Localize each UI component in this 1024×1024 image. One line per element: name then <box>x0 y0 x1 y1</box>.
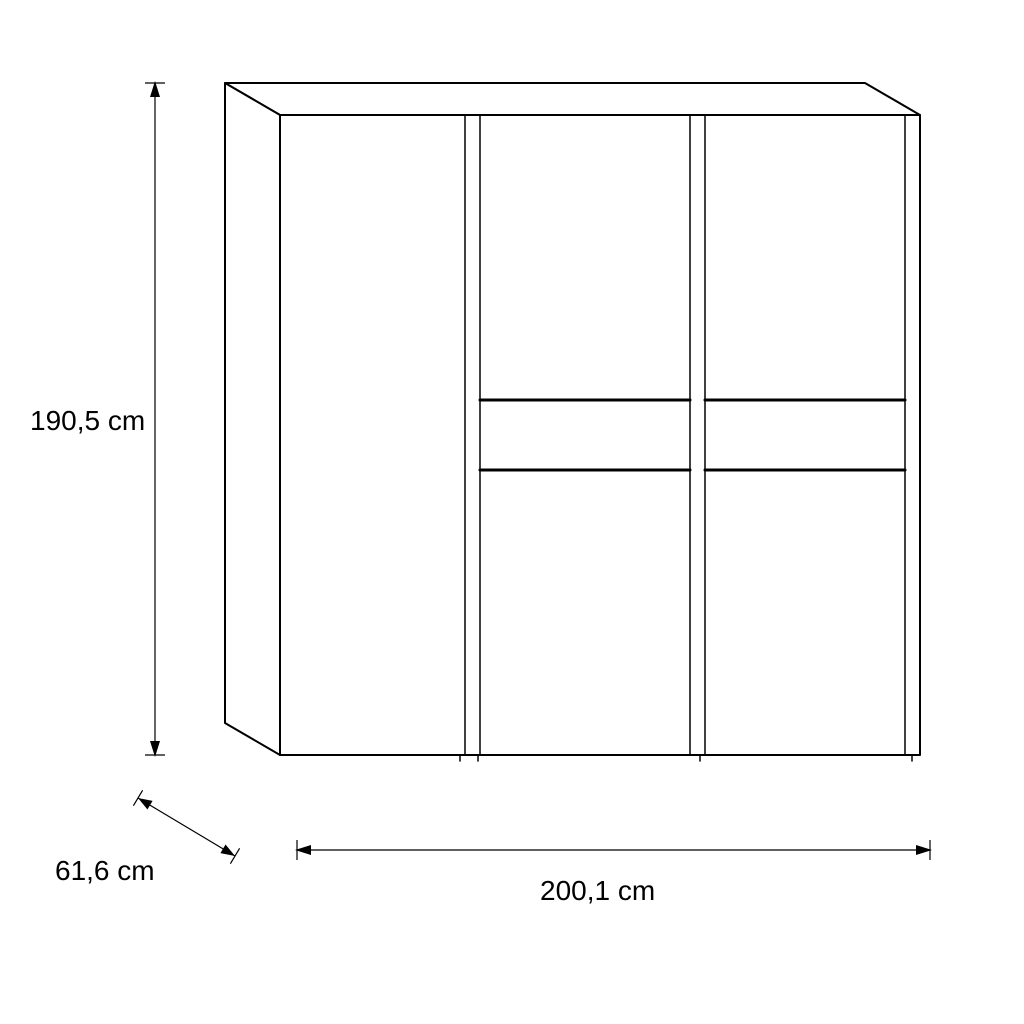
dimension-height: 190,5 cm <box>30 81 165 757</box>
wardrobe-dimension-diagram: 190,5 cm 61,6 cm 200,1 cm <box>0 0 1024 1024</box>
dimension-width: 200,1 cm <box>295 840 932 906</box>
dimension-depth: 61,6 cm <box>55 790 240 886</box>
width-label: 200,1 cm <box>540 875 655 906</box>
depth-label: 61,6 cm <box>55 855 155 886</box>
wardrobe-body <box>225 83 920 761</box>
height-label: 190,5 cm <box>30 405 145 436</box>
